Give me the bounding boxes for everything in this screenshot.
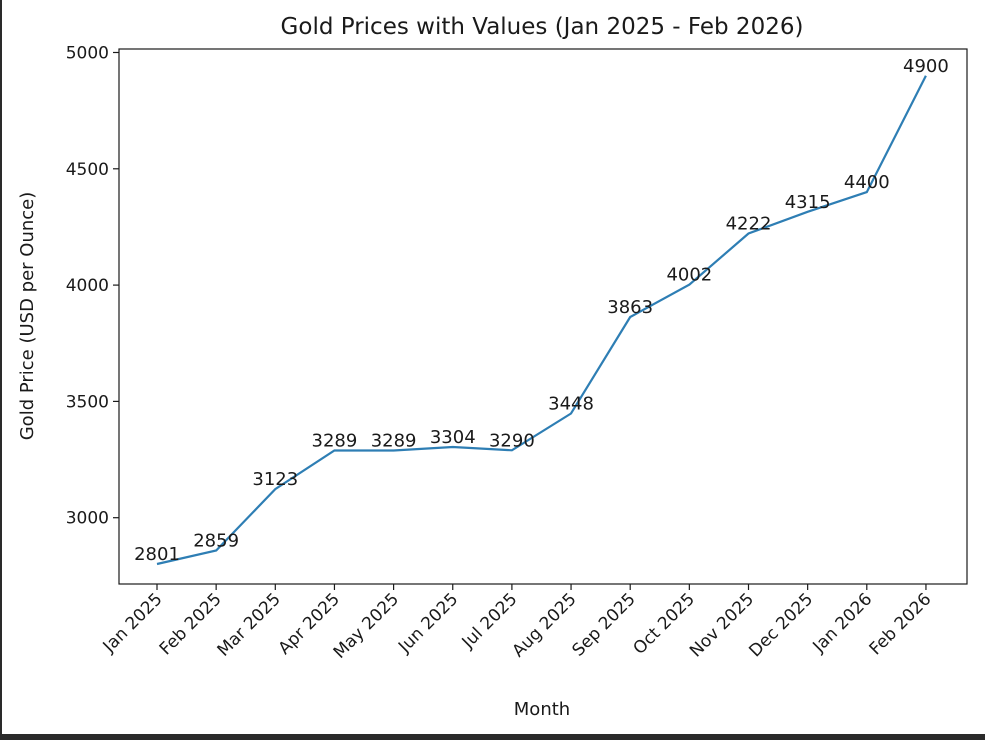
- data-label: 4222: [726, 213, 772, 234]
- data-label: 4400: [844, 172, 890, 193]
- data-label: 3304: [430, 427, 476, 448]
- y-tick-label: 3500: [66, 392, 109, 412]
- y-tick-label: 4500: [66, 160, 109, 180]
- chart-title: Gold Prices with Values (Jan 2025 - Feb …: [281, 14, 804, 40]
- data-label: 3289: [312, 430, 358, 451]
- data-label: 3448: [548, 393, 594, 414]
- data-label: 2801: [134, 544, 180, 565]
- y-tick-label: 3000: [66, 509, 109, 529]
- price-series-line: [156, 75, 927, 566]
- y-tick-label: 5000: [66, 43, 109, 63]
- data-label: 4315: [785, 192, 831, 213]
- data-label: 4002: [666, 265, 712, 286]
- x-tick-label: Mar 2025: [214, 589, 285, 660]
- x-tick-label: Nov 2025: [686, 589, 758, 661]
- data-label: 3123: [252, 469, 298, 490]
- x-axis-label: Month: [514, 699, 570, 720]
- y-axis: 3000 3500 4000 4500 5000: [66, 43, 119, 529]
- x-tick-label: Feb 2026: [866, 589, 936, 659]
- y-axis-label: Gold Price (USD per Ounce): [17, 192, 38, 441]
- data-label: 3863: [607, 297, 653, 318]
- x-tick-label: Aug 2025: [509, 589, 581, 661]
- data-label: 3290: [489, 430, 535, 451]
- data-label: 2859: [193, 531, 239, 552]
- x-tick-label: Jun 2025: [394, 589, 462, 657]
- y-tick-label: 4000: [66, 276, 109, 296]
- data-labels: 2801 2859 3123 3289 3289 3304 3290 3448 3863 4002…: [134, 56, 949, 565]
- plot-area: [118, 48, 968, 585]
- x-tick-label: Dec 2025: [745, 589, 817, 661]
- data-label: 4900: [903, 56, 949, 77]
- data-label: 3289: [371, 430, 417, 451]
- x-tick-label: Sep 2025: [569, 589, 640, 660]
